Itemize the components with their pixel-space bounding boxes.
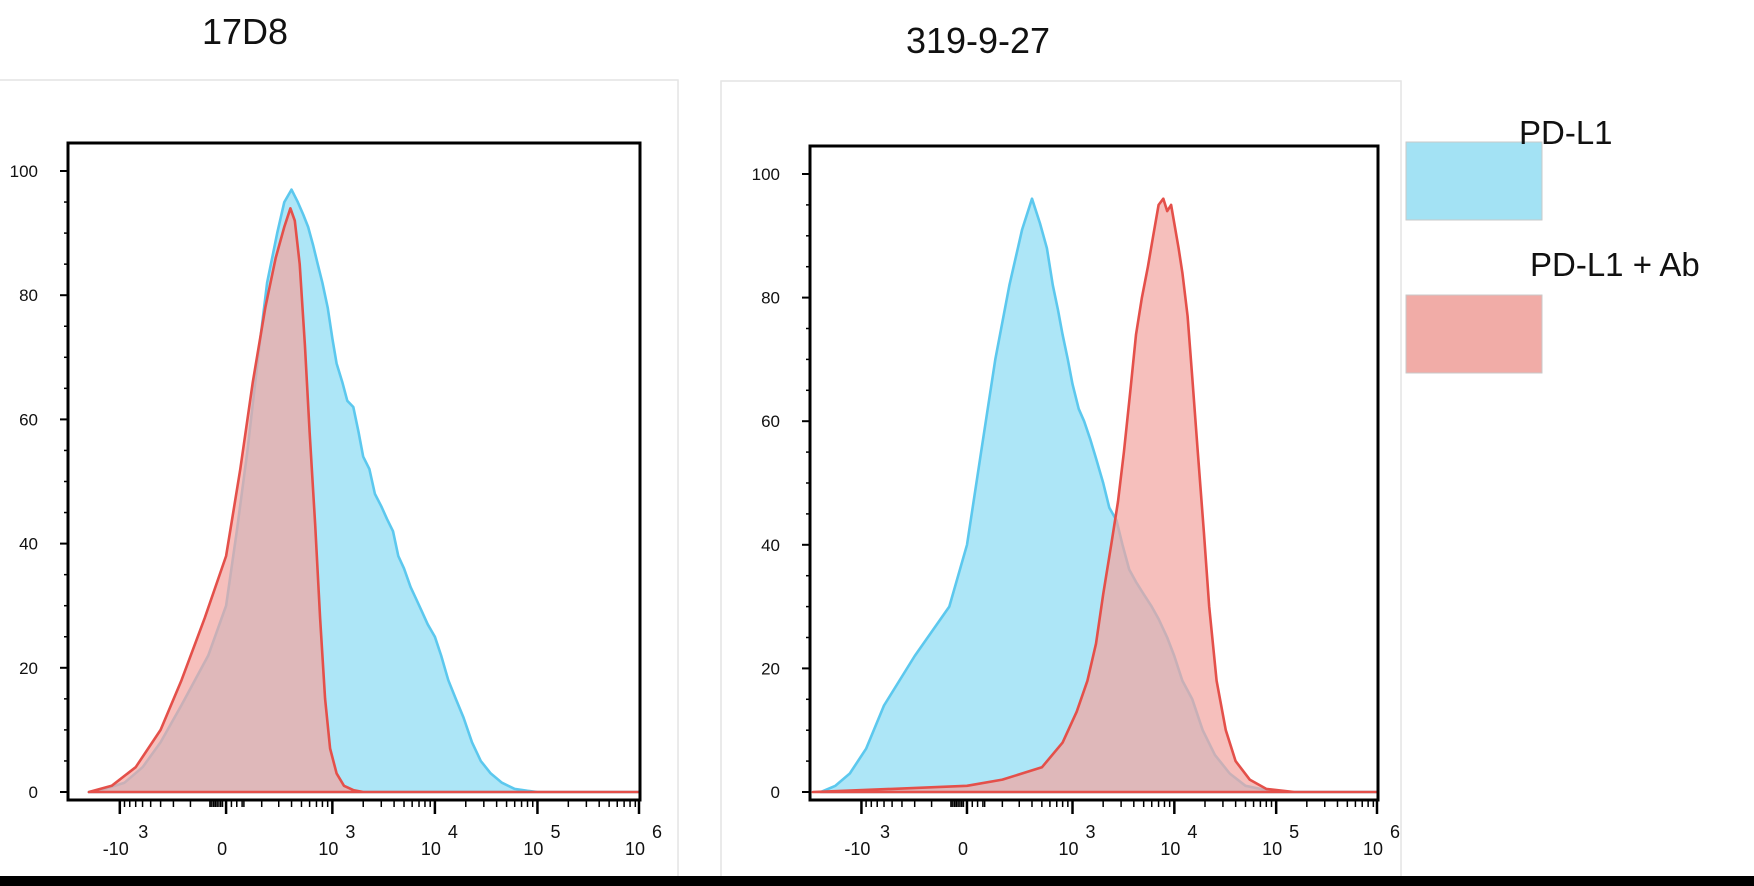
- chart1-x-tick-exponent: 4: [448, 822, 458, 842]
- chart1-x-tick-label: 10: [421, 839, 441, 859]
- chart1-x-tick-label: -10: [103, 839, 129, 859]
- chart1-x-tick-exponent: 6: [652, 822, 662, 842]
- chart2-x-tick-label: 10: [1363, 839, 1383, 859]
- legend-swatch-pd-l1-ab: [1405, 294, 1543, 374]
- chart2-x-tick-label: 10: [1058, 839, 1078, 859]
- chart1-x-tick-exponent: 3: [138, 822, 148, 842]
- chart1-x-tick-exponent: 5: [550, 822, 560, 842]
- chart2-series-pd-l1-ab-area: [811, 197, 1380, 794]
- legend-label-pd-l1-ab: PD-L1 + Ab: [1530, 246, 1700, 283]
- chart1-y-tick-label: 100: [10, 162, 38, 181]
- chart1-axes-frame: [66, 141, 642, 802]
- chart1-panel-frame: [0, 79, 679, 886]
- chart2-x-tick-exponent: 3: [1086, 822, 1096, 842]
- chart1-x-tick-label: 0: [217, 839, 227, 859]
- chart2-x-tick-exponent: 5: [1289, 822, 1299, 842]
- chart2-x-tick-label: 10: [1160, 839, 1180, 859]
- chart2-axes-frame: [808, 144, 1380, 802]
- chart1-series-pd-l1-ab-area: [87, 207, 642, 794]
- chart2-title: 319-9-27: [906, 20, 1050, 61]
- chart2-panel-frame: [720, 80, 1402, 886]
- legend: PD-L1 PD-L1 + Ab: [1405, 114, 1700, 374]
- chart1-plot: 0 20 40 60 80 100 -10 3 0 10 3 10 4 10 5 10 6: [10, 141, 662, 859]
- chart1-y-tick-label: 80: [19, 286, 38, 305]
- chart2-y-tick-label: 60: [761, 412, 780, 431]
- bottom-border: [0, 876, 1754, 886]
- chart2-y-tick-label: 40: [761, 536, 780, 555]
- chart2-x-tick-label: 10: [1262, 839, 1282, 859]
- chart2-x-tick-label: 0: [958, 839, 968, 859]
- chart2-y-tick-label: 20: [761, 659, 780, 678]
- chart2-y-tick-label: 80: [761, 289, 780, 308]
- chart1-x-tick-label: 10: [318, 839, 338, 859]
- chart1-y-tick-label: 40: [19, 535, 38, 554]
- chart2-x-tick-exponent: 3: [880, 822, 890, 842]
- chart1-x-tick-label: 10: [523, 839, 543, 859]
- chart1-y-tick-label: 0: [29, 783, 38, 802]
- chart1-x-tick-label: 10: [625, 839, 645, 859]
- chart1-title: 17D8: [202, 11, 288, 52]
- chart2-x-tick-exponent: 4: [1187, 822, 1197, 842]
- chart2-plot: 0 20 40 60 80 100 -10 3 0 10 3 10 4 10 5 10 6: [752, 144, 1400, 859]
- chart1-y-tick-label: 20: [19, 659, 38, 678]
- chart2-x-tick-exponent: 6: [1390, 822, 1400, 842]
- legend-label-pd-l1: PD-L1: [1519, 114, 1613, 151]
- chart1-y-tick-label: 60: [19, 410, 38, 429]
- chart2-x-tick-label: -10: [844, 839, 870, 859]
- chart2-y-tick-label: 100: [752, 165, 780, 184]
- chart2-y-tick-label: 0: [771, 783, 780, 802]
- legend-swatch-pd-l1: [1405, 141, 1543, 221]
- chart1-x-tick-exponent: 3: [345, 822, 355, 842]
